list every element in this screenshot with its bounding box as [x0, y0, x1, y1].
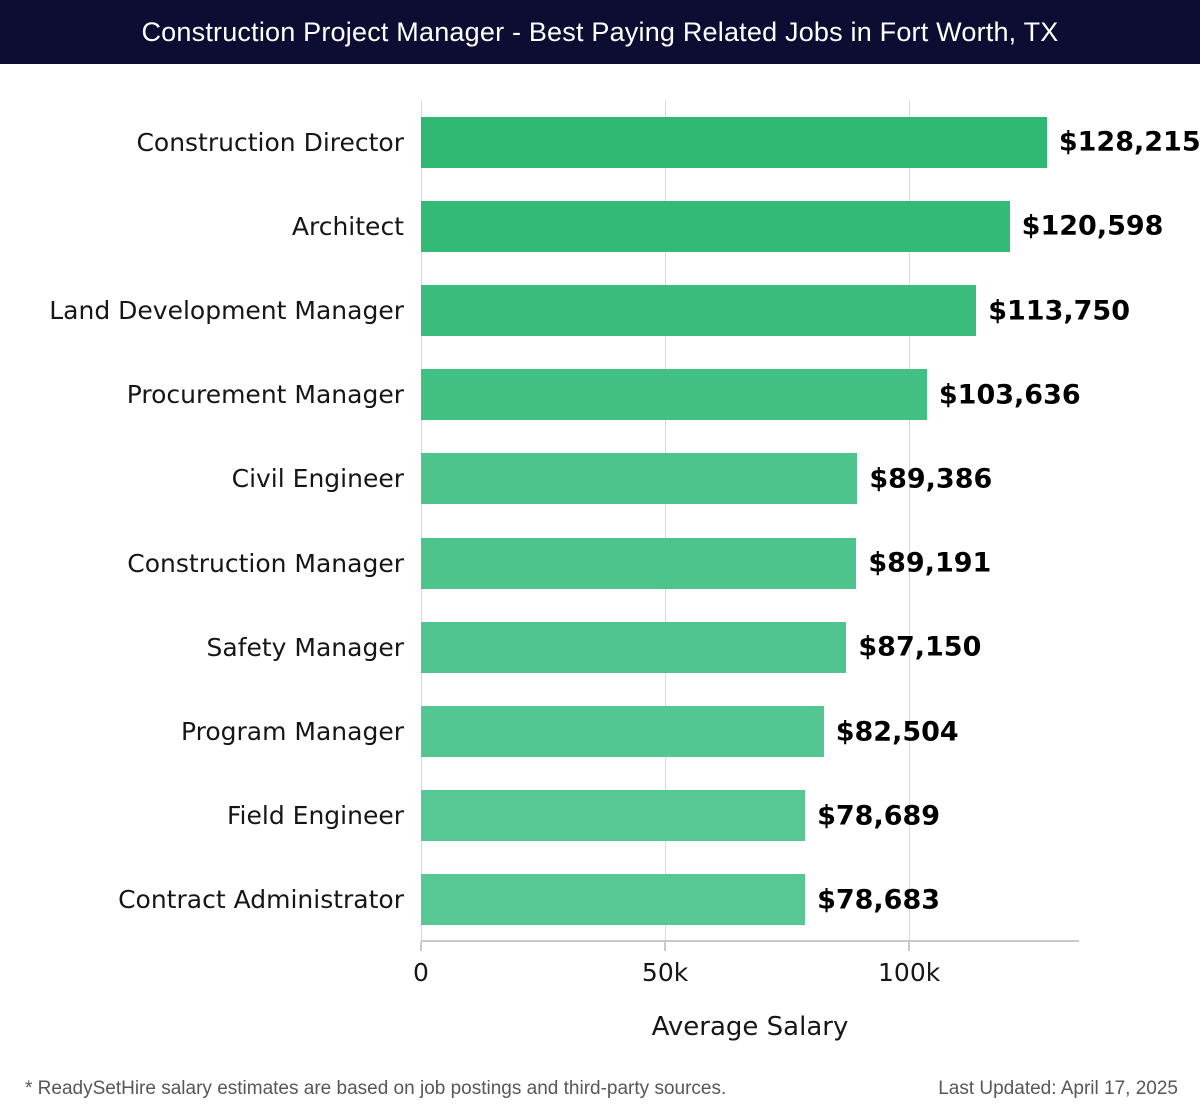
bar: $82,504	[421, 706, 959, 757]
bar: $78,689	[421, 790, 940, 842]
category-label: Contract Administrator	[118, 885, 404, 915]
x-axis: 0 50k 100k	[413, 942, 1079, 1002]
category-label: Program Manager	[180, 717, 404, 746]
bar-value-label: $78,683	[817, 884, 941, 916]
category-label: Safety Manager	[206, 632, 405, 662]
bar-value-label: $87,150	[858, 631, 982, 663]
bar: $89,386	[421, 453, 992, 505]
category-label: Procurement Manager	[126, 380, 404, 410]
category-label: Field Engineer	[227, 801, 404, 831]
gridline	[909, 100, 911, 940]
bar: $120,598	[421, 200, 1163, 252]
bar-value-label: $103,636	[938, 379, 1081, 411]
bar: $103,636	[421, 369, 1081, 421]
bar: $128,215	[421, 116, 1200, 168]
chart-title: Construction Project Manager - Best Payi…	[141, 16, 1059, 47]
axis-tick	[908, 942, 911, 951]
disclaimer-text: * ReadySetHire salary estimates are base…	[25, 1078, 727, 1099]
bar: $89,191	[421, 537, 991, 589]
category-label: Land Development Manager	[49, 296, 404, 325]
x-axis-title: Average Salary	[651, 1012, 849, 1042]
bar-value-label: $89,386	[869, 463, 993, 495]
bar-value-label: $120,598	[1021, 210, 1164, 242]
axis-tick	[420, 942, 422, 951]
category-label: Construction Manager	[127, 548, 404, 578]
axis-tick	[664, 942, 667, 951]
bar: $87,150	[421, 621, 981, 673]
gridline	[665, 100, 667, 940]
bar-value-label: $78,689	[817, 800, 941, 832]
bar-value-label: $89,191	[868, 547, 992, 579]
bar: $78,683	[421, 874, 940, 926]
gridline	[421, 100, 422, 940]
bar-value-label: $128,215	[1058, 126, 1200, 158]
x-tick-label: 50k	[641, 958, 689, 987]
category-label: Construction Director	[136, 127, 404, 157]
x-tick-label: 0	[413, 958, 429, 987]
category-label: Civil Engineer	[231, 464, 404, 494]
chart-header: Construction Project Manager - Best Payi…	[0, 0, 1200, 64]
x-tick-label: 100k	[878, 958, 941, 987]
bar-value-label: $113,750	[988, 295, 1130, 326]
bar: $113,750	[421, 285, 1130, 336]
category-label: Architect	[291, 211, 404, 241]
footer: * ReadySetHire salary estimates are base…	[0, 1078, 1200, 1108]
gridline-layer	[421, 100, 1079, 940]
bar-value-label: $82,504	[835, 716, 959, 747]
plot-area: $128,215 $120,598 $113,750 $103,636 $89,386 $…	[421, 100, 1200, 942]
last-updated-text: Last Updated: April 17, 2025	[938, 1078, 1178, 1099]
